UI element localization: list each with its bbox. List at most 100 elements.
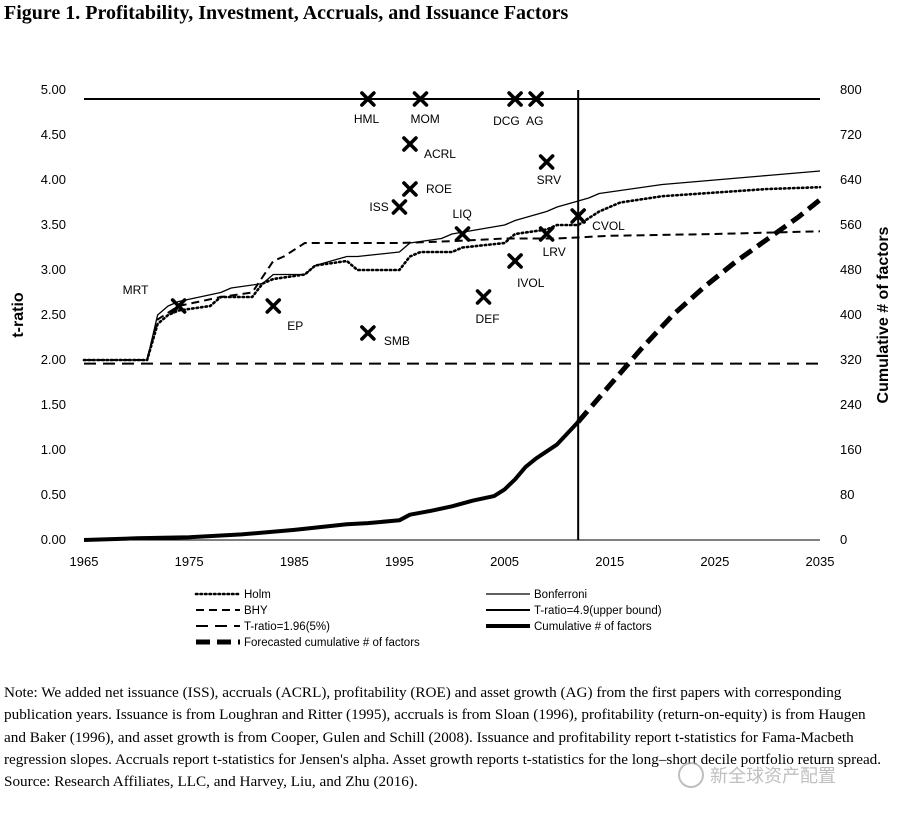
data-point-marker: [402, 136, 418, 152]
data-point-label: DCG: [493, 114, 520, 128]
data-point-label: ACRL: [424, 147, 456, 161]
y2-tick-label: 240: [840, 397, 862, 412]
data-point-label: LRV: [543, 245, 566, 259]
marker-stroke: [360, 91, 376, 107]
figure-note: Note: We added net issuance (ISS), accru…: [4, 682, 884, 793]
y-tick-label: 1.50: [41, 397, 66, 412]
data-point-marker: [538, 154, 555, 170]
legend-label: Forecasted cumulative # of factors: [244, 637, 420, 649]
x-tick-label: 2035: [806, 554, 835, 569]
y-tick-label: 3.00: [41, 262, 66, 277]
x-tick-label: 1965: [70, 554, 99, 569]
y-tick-label: 0.50: [41, 487, 66, 502]
legend-label: T-ratio=4.9(upper bound): [534, 605, 662, 617]
data-point-marker: [507, 91, 523, 107]
marker-stroke: [412, 91, 429, 107]
legend-label: Cumulative # of factors: [534, 621, 652, 633]
data-point-label: ROE: [426, 182, 452, 196]
marker-stroke: [538, 154, 555, 170]
y2-axis-title: Cumulative # of factors: [875, 226, 892, 403]
series-line: [84, 230, 821, 361]
data-point-label: MRT: [123, 283, 149, 297]
y2-tick-label: 800: [840, 82, 862, 97]
marker-stroke: [528, 91, 544, 107]
y-tick-label: 2.00: [41, 352, 66, 367]
marker-stroke: [507, 253, 523, 269]
y2-tick-label: 720: [840, 127, 862, 142]
legend-label: Holm: [244, 589, 271, 601]
legend-label: T-ratio=1.96(5%): [244, 621, 330, 633]
data-point-label: AG: [526, 114, 543, 128]
series-line: [84, 170, 821, 361]
data-point-marker: [538, 226, 555, 242]
marker-stroke: [538, 226, 555, 242]
marker-stroke: [570, 208, 586, 224]
data-point-label: ISS: [369, 200, 388, 214]
legend-label: Bonferroni: [534, 589, 587, 601]
y-tick-label: 3.50: [41, 217, 66, 232]
x-tick-label: 1985: [280, 554, 309, 569]
chart-lines: [82, 98, 822, 542]
data-point-label: MOM: [410, 112, 439, 126]
y-tick-label: 2.50: [41, 307, 66, 322]
x-tick-label: 1995: [385, 554, 414, 569]
y-tick-label: 4.00: [41, 172, 66, 187]
figure-title: Figure 1. Profitability, Investment, Acc…: [4, 2, 569, 24]
chart: 1965 1975 1985 1995 2005 2015 2025 2035 0.00 0.50…: [10, 82, 892, 649]
marker-stroke: [170, 298, 187, 314]
marker-stroke: [360, 325, 376, 341]
x-tick-label: 2005: [490, 554, 519, 569]
data-point-marker: [570, 208, 586, 224]
marker-stroke: [265, 298, 282, 314]
chart-markers: MRT EP SMB HML MOM ACRL ROE ISS LIQ DEF DCG AG IVOL S…: [123, 91, 625, 348]
x-tick-label: 2025: [700, 554, 729, 569]
data-point-label: LIQ: [453, 207, 472, 221]
marker-stroke: [475, 289, 492, 305]
data-point-label: CVOL: [592, 219, 625, 233]
y-tick-label: 1.00: [41, 442, 66, 457]
y2-tick-label: 560: [840, 217, 862, 232]
watermark-text: 新全球资产配置: [710, 766, 836, 787]
data-point-marker: [391, 199, 408, 215]
data-point-label: SMB: [384, 334, 410, 348]
y-tick-label: 0.00: [41, 532, 66, 547]
data-point-marker: [402, 181, 418, 197]
y2-tick-label: 640: [840, 172, 862, 187]
data-point-marker: [507, 253, 523, 269]
chart-axes: 1965 1975 1985 1995 2005 2015 2025 2035 0.00 0.50…: [10, 82, 892, 569]
chart-legend: Holm Bonferroni BHY T-ratio=4.9(upper bound…: [194, 589, 662, 649]
data-point-marker: [265, 298, 282, 314]
data-point-marker: [475, 289, 492, 305]
data-point-label: IVOL: [517, 276, 545, 290]
data-point-label: HML: [354, 112, 380, 126]
data-point-marker: [360, 91, 376, 107]
source-text: Source: Research Affiliates, LLC, and Ha…: [4, 773, 418, 791]
y-tick-label: 5.00: [41, 82, 66, 97]
y2-tick-label: 480: [840, 262, 862, 277]
data-point-marker: [412, 91, 429, 107]
legend-label: BHY: [244, 605, 268, 617]
marker-stroke: [391, 199, 408, 215]
x-tick-label: 2015: [595, 554, 624, 569]
y2-tick-label: 400: [840, 307, 862, 322]
series-line: [83, 420, 580, 542]
marker-stroke: [507, 91, 523, 107]
y2-tick-label: 320: [840, 352, 862, 367]
series-line: [576, 197, 822, 424]
data-point-label: SRV: [537, 173, 561, 187]
y2-tick-label: 0: [840, 532, 847, 547]
y-axis-title: t-ratio: [10, 292, 27, 338]
marker-stroke: [402, 181, 418, 197]
data-point-marker: [454, 226, 471, 242]
data-point-marker: [528, 91, 544, 107]
wechat-icon: [678, 762, 704, 788]
marker-stroke: [402, 136, 418, 152]
data-point-marker: [170, 298, 187, 314]
y-tick-label: 4.50: [41, 127, 66, 142]
x-tick-label: 1975: [175, 554, 204, 569]
marker-stroke: [454, 226, 471, 242]
series-line: [82, 185, 822, 362]
note-text: Note: We added net issuance (ISS), accru…: [4, 684, 882, 768]
y2-tick-label: 160: [840, 442, 862, 457]
watermark: 新全球资产配置: [678, 762, 836, 788]
